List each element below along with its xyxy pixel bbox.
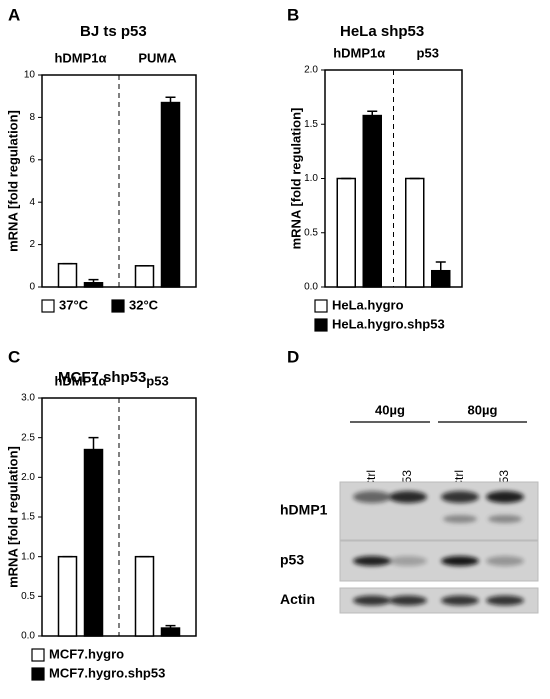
error-bar [435,261,446,271]
band [389,595,427,606]
y-axis-label: mRNA [fold regulation] [5,110,20,252]
bar [83,282,104,288]
band [441,491,479,503]
bar [134,265,155,288]
group-label: hDMP1α [54,50,106,65]
error-bar [88,278,99,283]
y-tick-label: 0.0 [21,631,35,642]
group-label: hDMP1α [54,373,106,388]
band [353,556,391,566]
group-label: p53 [417,45,439,60]
legend-swatch [31,667,45,681]
row-label: Actin [280,591,315,607]
blot-strip [339,481,539,541]
y-tick-label: 10 [24,70,36,81]
y-tick-label: 3.0 [21,393,35,404]
legend-label: 32°C [129,297,159,312]
y-tick-label: 2.0 [304,65,318,76]
legend-label: HeLa.hygro.shp53 [332,316,445,331]
bar [134,555,155,637]
y-axis-label: mRNA [fold regulation] [5,446,20,588]
band [441,595,479,606]
amount-label: 80µg [468,402,498,417]
band [486,491,524,503]
y-tick-label: 0.5 [304,227,318,238]
y-tick-label: 6 [29,154,35,165]
chart-title: BJ ts p53 [80,23,147,40]
group-label: hDMP1α [333,45,385,60]
chart-title: HeLa shp53 [340,23,424,40]
bar [160,627,181,637]
error-bar [165,96,176,103]
band [443,515,477,523]
legend-swatch [314,299,328,313]
legend-swatch [41,299,55,313]
band [486,556,524,566]
y-tick-label: 4 [29,197,35,208]
y-axis-label: mRNA [fold regulation] [288,108,303,250]
legend-label: MCF7.hygro [49,646,124,661]
amount-label: 40µg [375,402,405,417]
bar [57,555,78,637]
y-tick-label: 0 [29,282,35,293]
panel-letter: C [8,347,20,366]
band [353,595,391,606]
bar [83,448,104,637]
group-label: p53 [146,373,168,388]
legend-label: 37°C [59,297,89,312]
row-label: p53 [280,552,304,568]
y-tick-label: 1.0 [304,173,318,184]
y-tick-label: 0.5 [21,591,35,602]
y-tick-label: 1.5 [21,512,35,523]
y-tick-label: 2.0 [21,472,35,483]
panel-letter: B [287,5,299,24]
band [389,491,427,503]
row-label: hDMP1 [280,502,328,518]
error-bar [367,110,378,116]
bar [57,262,78,288]
y-tick-label: 8 [29,112,35,123]
bar [336,177,356,288]
band [353,491,391,503]
bar [431,269,451,288]
legend-swatch [31,648,45,662]
y-tick-label: 1.0 [21,551,35,562]
legend-swatch [314,318,328,332]
band [389,556,427,566]
y-tick-label: 1.5 [304,119,318,130]
bar [362,114,382,288]
group-label: PUMA [138,50,177,65]
panel-letter: A [8,5,20,24]
y-tick-label: 0.0 [304,282,318,293]
band [488,515,522,523]
band [486,595,524,606]
y-tick-label: 2 [29,239,35,250]
y-tick-label: 2.5 [21,432,35,443]
error-bar [88,436,99,450]
legend-swatch [111,299,125,313]
error-bar [165,624,176,629]
bar [405,177,425,288]
legend-label: HeLa.hygro [332,297,404,312]
bar [160,101,181,288]
legend-label: MCF7.hygro.shp53 [49,665,165,680]
panel-letter: D [287,347,299,366]
band [441,556,479,566]
chart-title: MCF7 shp53 [58,369,146,386]
